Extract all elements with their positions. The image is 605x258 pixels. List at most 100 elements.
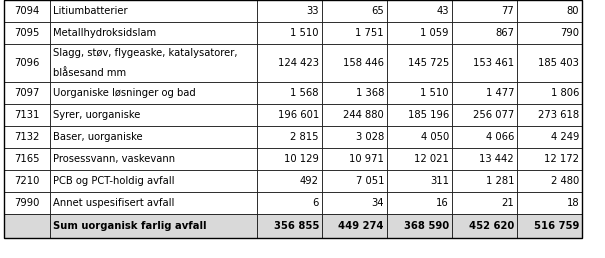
Text: 43: 43 [436,6,449,16]
Text: 4 066: 4 066 [486,132,514,142]
Bar [50,82,257,104]
Text: 80: 80 [566,6,579,16]
Bar [50,22,257,44]
Text: 1 059: 1 059 [420,28,449,38]
Bar [387,214,452,238]
Text: 1 368: 1 368 [356,88,384,98]
Bar [4,44,50,82]
Text: 6: 6 [313,198,319,208]
Bar [322,170,387,192]
Bar [257,214,322,238]
Text: Annet uspesifisert avfall: Annet uspesifisert avfall [53,198,174,208]
Text: 185 196: 185 196 [408,110,449,120]
Text: 7210: 7210 [15,176,40,186]
Bar [257,44,322,82]
Bar [517,148,582,170]
Text: 10 129: 10 129 [284,154,319,164]
Bar [322,126,387,148]
Bar [452,126,517,148]
Text: 273 618: 273 618 [538,110,579,120]
Text: 4 249: 4 249 [551,132,579,142]
Bar [387,44,452,82]
Text: Prosessvann, vaskevann: Prosessvann, vaskevann [53,154,175,164]
Bar [50,192,257,214]
Text: 33: 33 [307,6,319,16]
Bar [257,104,322,126]
Bar [452,192,517,214]
Text: 12 172: 12 172 [544,154,579,164]
Text: Syrer, uorganiske: Syrer, uorganiske [53,110,140,120]
Bar [257,126,322,148]
Bar [4,22,50,44]
Bar [257,22,322,44]
Text: 77: 77 [502,6,514,16]
Bar [452,22,517,44]
Bar [50,214,257,238]
Text: 16: 16 [436,198,449,208]
Text: 153 461: 153 461 [473,58,514,68]
Bar [387,104,452,126]
Bar [452,214,517,238]
Text: 65: 65 [371,6,384,16]
Text: 1 510: 1 510 [290,28,319,38]
Bar [452,104,517,126]
Bar [257,82,322,104]
Text: 21: 21 [502,198,514,208]
Text: 124 423: 124 423 [278,58,319,68]
Bar [387,192,452,214]
Bar [4,0,50,22]
Text: 7 051: 7 051 [356,176,384,186]
Text: 311: 311 [430,176,449,186]
Text: 244 880: 244 880 [343,110,384,120]
Bar [517,82,582,104]
Text: 7094: 7094 [15,6,39,16]
Bar [50,104,257,126]
Bar [50,44,257,82]
Text: 790: 790 [560,28,579,38]
Bar [517,0,582,22]
Bar [452,44,517,82]
Text: PCB og PCT-holdig avfall: PCB og PCT-holdig avfall [53,176,174,186]
Bar [257,0,322,22]
Bar [322,148,387,170]
Bar [387,126,452,148]
Bar [50,126,257,148]
Bar [4,148,50,170]
Text: 7165: 7165 [15,154,40,164]
Bar [322,44,387,82]
Bar [257,170,322,192]
Bar [517,104,582,126]
Text: 452 620: 452 620 [469,221,514,231]
Text: 7096: 7096 [15,58,40,68]
Text: 4 050: 4 050 [420,132,449,142]
Bar [517,214,582,238]
Text: 7095: 7095 [15,28,40,38]
Bar [387,148,452,170]
Text: 867: 867 [495,28,514,38]
Text: 2 480: 2 480 [551,176,579,186]
Bar [257,192,322,214]
Bar [322,82,387,104]
Bar [517,44,582,82]
Bar [517,192,582,214]
Bar [517,126,582,148]
Text: 516 759: 516 759 [534,221,579,231]
Bar [4,214,50,238]
Text: 368 590: 368 590 [404,221,449,231]
Text: Litiumbatterier: Litiumbatterier [53,6,128,16]
Text: 185 403: 185 403 [538,58,579,68]
Bar [4,192,50,214]
Text: 1 510: 1 510 [420,88,449,98]
Text: Metallhydroksidslam: Metallhydroksidslam [53,28,156,38]
Bar [4,104,50,126]
Text: 1 281: 1 281 [485,176,514,186]
Text: 7132: 7132 [15,132,40,142]
Text: 158 446: 158 446 [343,58,384,68]
Text: 256 077: 256 077 [473,110,514,120]
Text: 7990: 7990 [15,198,40,208]
Text: 196 601: 196 601 [278,110,319,120]
Bar [50,0,257,22]
Text: Uorganiske løsninger og bad: Uorganiske løsninger og bad [53,88,196,98]
Bar [50,170,257,192]
Bar [452,148,517,170]
